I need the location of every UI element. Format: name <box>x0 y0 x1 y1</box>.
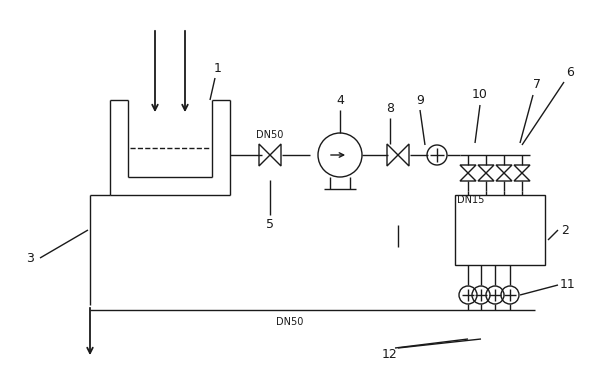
Text: DN50: DN50 <box>276 317 304 327</box>
Text: 11: 11 <box>560 278 576 292</box>
Text: 9: 9 <box>416 93 424 106</box>
Text: 3: 3 <box>26 251 34 264</box>
Bar <box>455 195 545 265</box>
Text: 8: 8 <box>386 102 394 115</box>
Text: 5: 5 <box>266 219 274 231</box>
Text: 4: 4 <box>336 93 344 106</box>
Text: DN50: DN50 <box>256 130 283 140</box>
Text: 10: 10 <box>472 88 488 102</box>
Text: 7: 7 <box>533 79 541 91</box>
Text: DN15: DN15 <box>457 195 484 205</box>
Text: 1: 1 <box>214 61 222 75</box>
Text: 2: 2 <box>561 224 569 237</box>
Text: 12: 12 <box>382 348 398 362</box>
Text: 6: 6 <box>566 66 574 79</box>
